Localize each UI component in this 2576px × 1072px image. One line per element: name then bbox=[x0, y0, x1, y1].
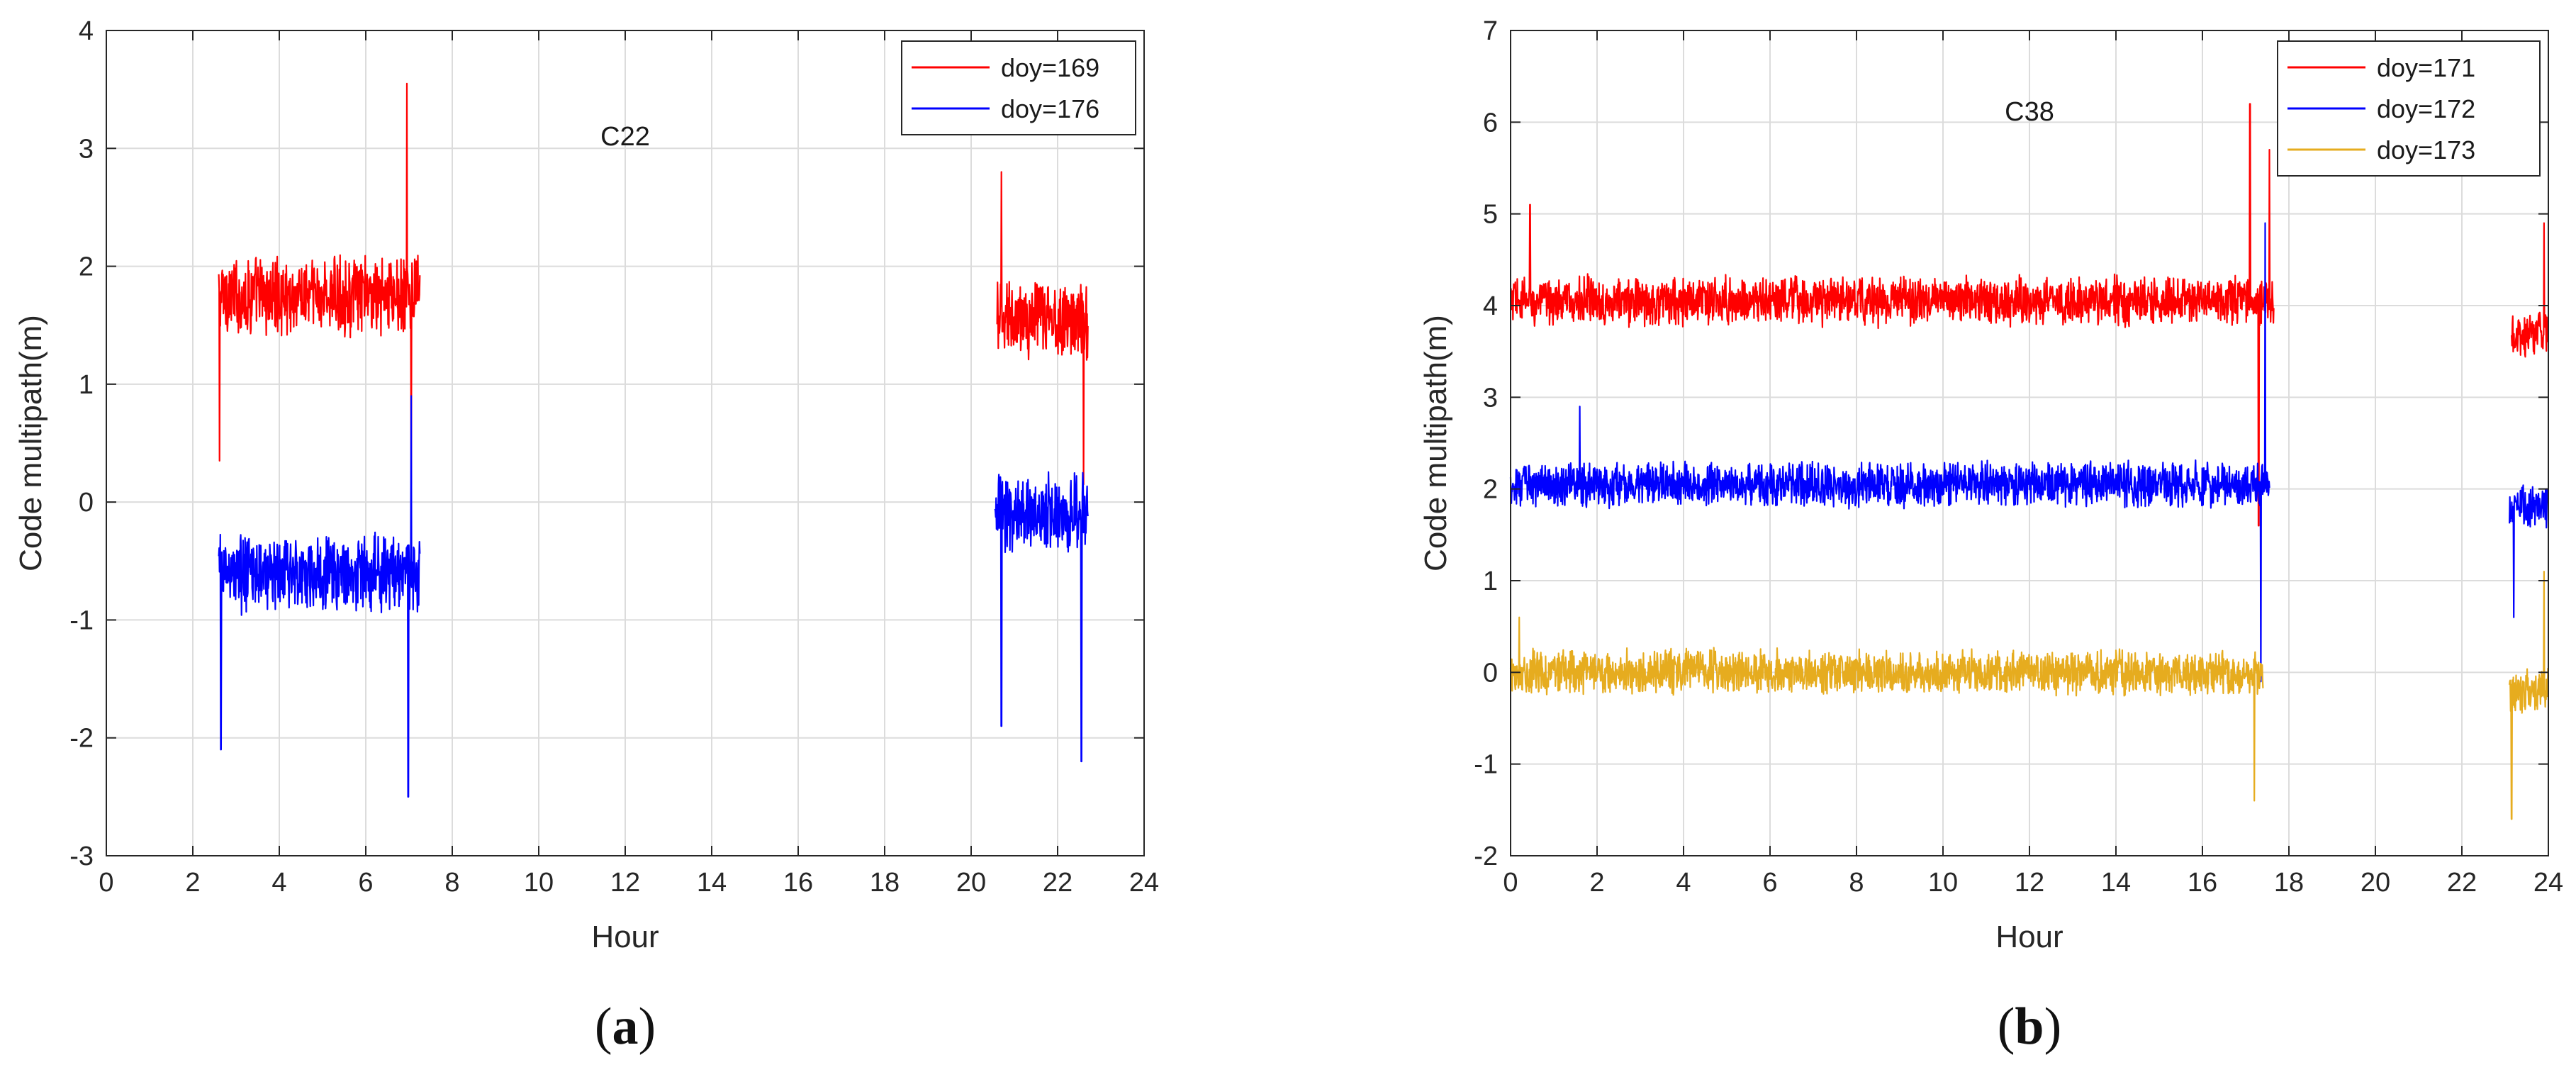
y-tick-label: 0 bbox=[1483, 658, 1498, 688]
series-line-doy-173 bbox=[1509, 571, 2550, 820]
annotation-a: C22 bbox=[600, 122, 650, 152]
x-tick-label: 24 bbox=[2533, 868, 2563, 898]
legend-box bbox=[901, 40, 1136, 135]
y-tick-label: -2 bbox=[69, 724, 94, 754]
caption-b: (b) bbox=[1998, 998, 2061, 1056]
y-tick-label: 5 bbox=[1483, 200, 1498, 230]
x-tick-label: 24 bbox=[1129, 868, 1159, 898]
y-tick-label: 7 bbox=[1483, 16, 1498, 46]
x-axis-label-a: Hour bbox=[591, 920, 659, 954]
series-line-doy-169 bbox=[218, 82, 1089, 486]
x-tick-label: 12 bbox=[610, 868, 640, 898]
series-line-doy-171 bbox=[1509, 103, 2549, 527]
x-tick-label: 2 bbox=[1589, 868, 1604, 898]
x-tick-label: 8 bbox=[1849, 868, 1864, 898]
x-tick-label: 22 bbox=[2447, 868, 2477, 898]
legend-entry-label: doy=171 bbox=[2377, 53, 2475, 82]
x-tick-label: 2 bbox=[185, 868, 200, 898]
series-line-doy-172 bbox=[1509, 222, 2550, 683]
y-tick-label: -2 bbox=[1474, 842, 1498, 871]
caption-a: (a) bbox=[595, 998, 656, 1056]
x-tick-label: 16 bbox=[2188, 868, 2217, 898]
y-tick-label: 1 bbox=[79, 370, 94, 400]
x-tick-label: 20 bbox=[956, 868, 986, 898]
legend-b: doy=171 doy=172 doy=173 bbox=[2277, 40, 2541, 177]
y-tick-label: -1 bbox=[69, 605, 94, 635]
y-axis-label-b: Code multipath(m) bbox=[1418, 315, 1453, 571]
series-group-b bbox=[1509, 103, 2550, 820]
x-tick-label: 18 bbox=[870, 868, 900, 898]
x-tick-label: 10 bbox=[524, 868, 554, 898]
y-tick-label: 0 bbox=[79, 488, 94, 518]
legend-entry-label: doy=169 bbox=[1001, 53, 1099, 82]
legend-entry-label: doy=176 bbox=[1001, 94, 1099, 123]
y-axis-label-a: Code multipath(m) bbox=[13, 315, 48, 571]
x-tick-label: 18 bbox=[2274, 868, 2304, 898]
y-tick-label: 4 bbox=[1483, 291, 1498, 321]
x-tick-label: 4 bbox=[1676, 868, 1691, 898]
y-tick-label: 3 bbox=[79, 134, 94, 164]
x-tick-label: 22 bbox=[1043, 868, 1073, 898]
x-tick-label: 12 bbox=[2015, 868, 2044, 898]
series-group-a bbox=[218, 82, 1089, 798]
y-tick-label: 2 bbox=[79, 252, 94, 282]
x-tick-label: 14 bbox=[697, 868, 727, 898]
y-tick-label: 4 bbox=[79, 16, 94, 46]
x-tick-label: 10 bbox=[1928, 868, 1958, 898]
x-tick-label: 6 bbox=[1762, 868, 1777, 898]
caption-letter-b: b bbox=[2015, 998, 2044, 1056]
grid-a bbox=[106, 30, 1145, 856]
x-tick-label: 16 bbox=[783, 868, 813, 898]
annotation-b: C38 bbox=[2005, 97, 2054, 127]
caption-letter-a: a bbox=[612, 998, 639, 1056]
legend-entry-label: doy=173 bbox=[2377, 135, 2475, 164]
y-tick-label: 1 bbox=[1483, 566, 1498, 596]
x-axis-label-b: Hour bbox=[1995, 920, 2063, 954]
x-tick-label: 0 bbox=[99, 868, 113, 898]
x-tick-label: 14 bbox=[2101, 868, 2131, 898]
x-tick-label: 4 bbox=[271, 868, 286, 898]
y-tick-label: 3 bbox=[1483, 383, 1498, 413]
y-tick-label: 2 bbox=[1483, 475, 1498, 505]
y-tick-label: -3 bbox=[69, 842, 94, 871]
legend-entry-label: doy=172 bbox=[2377, 94, 2475, 123]
x-tick-label: 0 bbox=[1503, 868, 1518, 898]
y-tick-label: -1 bbox=[1474, 750, 1498, 780]
series-line-doy-176 bbox=[218, 395, 1089, 798]
x-tick-label: 20 bbox=[2361, 868, 2390, 898]
y-tick-label: 6 bbox=[1483, 108, 1498, 138]
x-tick-label: 6 bbox=[358, 868, 373, 898]
legend-a: doy=169 doy=176 bbox=[901, 40, 1136, 135]
x-tick-label: 8 bbox=[444, 868, 459, 898]
